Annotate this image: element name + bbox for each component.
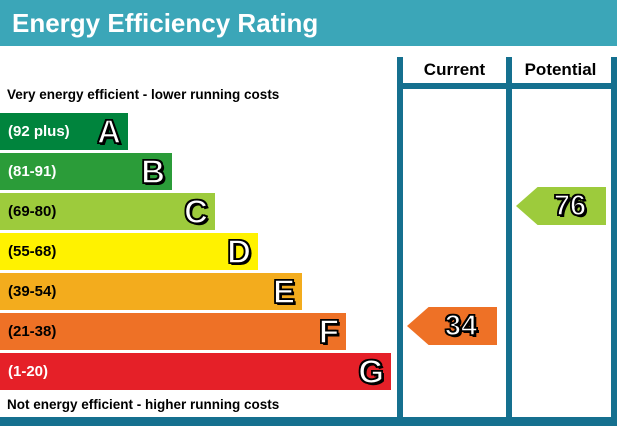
band-e: (39-54) E xyxy=(0,273,302,310)
band-b-letter: B xyxy=(140,153,165,190)
rating-bands: (92 plus) A (81-91) B (69-80) C (55-68) … xyxy=(0,113,397,393)
potential-rating-arrow: 76 xyxy=(516,187,606,225)
band-g: (1-20) G xyxy=(0,353,391,390)
column-header-current: Current xyxy=(423,60,486,79)
band-a: (92 plus) A xyxy=(0,113,128,150)
band-row-b: (81-91) B xyxy=(0,153,397,193)
table-border-middle xyxy=(506,57,512,426)
band-c: (69-80) C xyxy=(0,193,215,230)
band-row-a: (92 plus) A xyxy=(0,113,397,153)
band-row-d: (55-68) D xyxy=(0,233,397,273)
band-g-letter: G xyxy=(358,353,385,390)
current-rating-value: 34 xyxy=(444,309,478,343)
band-a-letter: A xyxy=(96,113,121,150)
band-f-letter: F xyxy=(318,313,340,350)
title-bar: Energy Efficiency Rating xyxy=(0,0,617,46)
table-border-right xyxy=(611,57,617,426)
band-e-range: (39-54) xyxy=(8,283,57,300)
band-d-letter: D xyxy=(226,233,251,270)
band-f: (21-38) F xyxy=(0,313,346,350)
current-rating-arrow: 34 xyxy=(407,307,497,345)
band-row-f: (21-38) F xyxy=(0,313,397,353)
band-row-g: (1-20) G xyxy=(0,353,397,393)
page-title: Energy Efficiency Rating xyxy=(12,7,319,38)
band-b: (81-91) B xyxy=(0,153,172,190)
band-f-range: (21-38) xyxy=(8,323,57,340)
band-e-letter: E xyxy=(272,273,296,310)
band-c-range: (69-80) xyxy=(8,203,57,220)
column-header-potential: Potential xyxy=(524,60,597,79)
band-c-letter: C xyxy=(183,193,208,230)
band-d: (55-68) D xyxy=(0,233,258,270)
band-b-range: (81-91) xyxy=(8,163,57,180)
band-row-e: (39-54) E xyxy=(0,273,397,313)
header-underline xyxy=(397,83,617,89)
band-d-range: (55-68) xyxy=(8,243,57,260)
bottom-border xyxy=(0,417,617,426)
potential-rating-value: 76 xyxy=(553,189,587,223)
band-a-range: (92 plus) xyxy=(8,123,70,140)
band-row-c: (69-80) C xyxy=(0,193,397,233)
note-not-efficient: Not energy efficient - higher running co… xyxy=(7,397,280,412)
table-border-left xyxy=(397,57,403,426)
note-very-efficient: Very energy efficient - lower running co… xyxy=(7,87,280,102)
band-g-range: (1-20) xyxy=(8,363,49,380)
